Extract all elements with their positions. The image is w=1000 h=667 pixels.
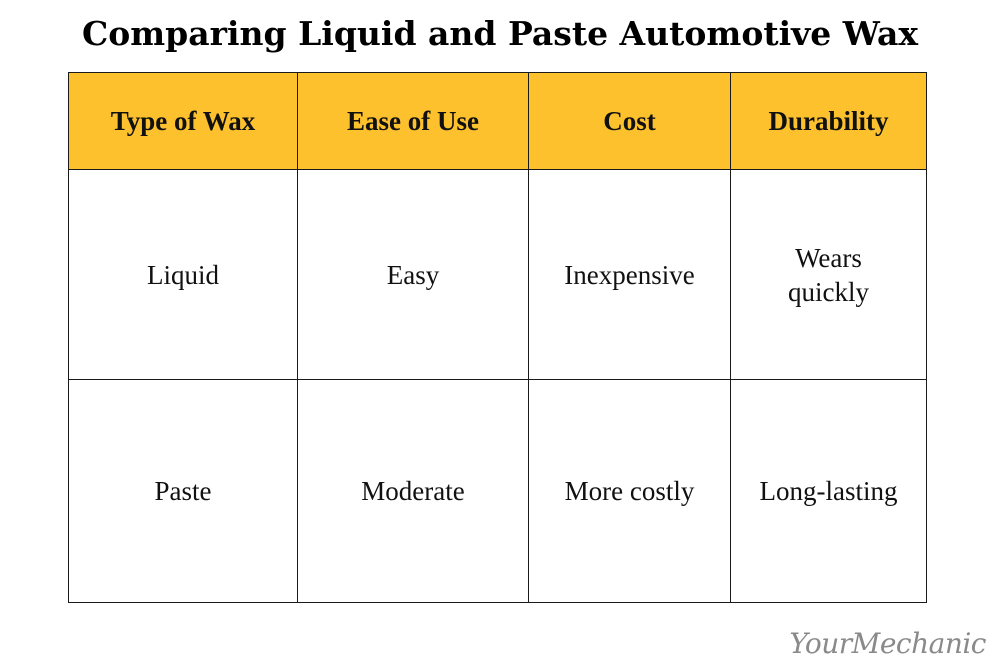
cell-ease: Moderate (297, 379, 529, 603)
page-title: Comparing Liquid and Paste Automotive Wa… (81, 14, 919, 53)
cell-type: Paste (68, 379, 298, 603)
cell-cost: Inexpensive (528, 169, 731, 380)
header-ease-of-use: Ease of Use (297, 72, 529, 170)
cell-durability: Long-lasting (730, 379, 927, 603)
cell-cost: More costly (528, 379, 731, 603)
table-row: Paste Moderate More costly Long-lasting (68, 379, 927, 603)
cell-durability-text: Wears quickly (788, 242, 869, 307)
cell-ease: Easy (297, 169, 529, 380)
cell-type: Liquid (68, 169, 298, 380)
comparison-table: Type of Wax Ease of Use Cost Durability … (68, 72, 927, 603)
header-cost: Cost (528, 72, 731, 170)
header-durability: Durability (730, 72, 927, 170)
table-row: Liquid Easy Inexpensive Wears quickly (68, 169, 927, 380)
header-type-of-wax: Type of Wax (68, 72, 298, 170)
table-header-row: Type of Wax Ease of Use Cost Durability (68, 72, 927, 170)
cell-durability: Wears quickly (730, 169, 927, 380)
yourmechanic-logo: YourMechanic (789, 627, 986, 660)
